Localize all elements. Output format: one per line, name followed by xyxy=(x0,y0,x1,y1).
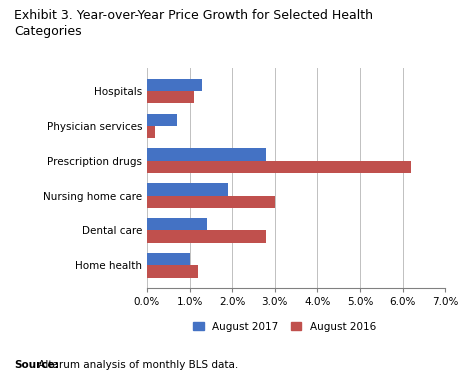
Bar xyxy=(147,149,266,161)
Bar xyxy=(147,161,411,173)
Bar xyxy=(147,265,198,277)
Text: Altarum analysis of monthly BLS data.: Altarum analysis of monthly BLS data. xyxy=(35,360,239,370)
Text: Source:: Source: xyxy=(14,360,58,370)
Bar xyxy=(147,196,275,208)
Text: Categories: Categories xyxy=(14,25,81,38)
Bar xyxy=(147,230,266,243)
Bar xyxy=(147,253,190,265)
Bar xyxy=(147,79,202,91)
Text: Exhibit 3. Year-over-Year Price Growth for Selected Health: Exhibit 3. Year-over-Year Price Growth f… xyxy=(14,9,373,22)
Bar xyxy=(147,126,156,138)
Bar xyxy=(147,114,177,126)
Legend: August 2017, August 2016: August 2017, August 2016 xyxy=(189,318,380,336)
Bar xyxy=(147,91,194,103)
Bar xyxy=(147,218,207,230)
Bar xyxy=(147,183,228,196)
